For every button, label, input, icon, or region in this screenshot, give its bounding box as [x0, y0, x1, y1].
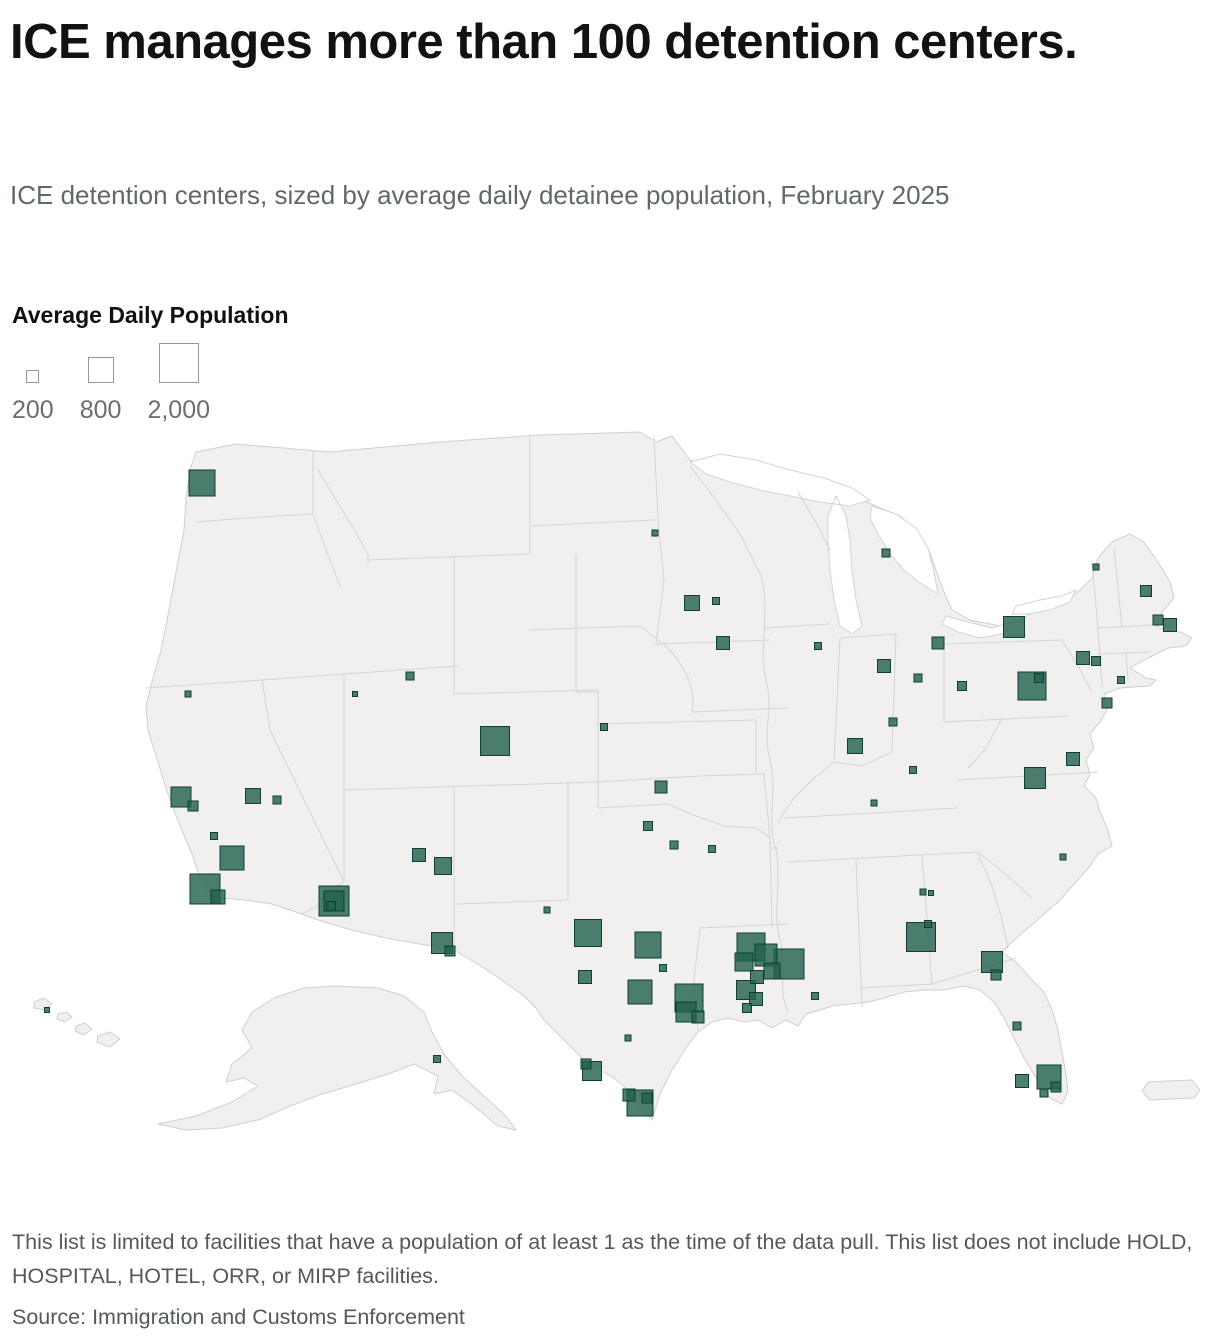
facility-marker[interactable]	[210, 832, 218, 840]
facility-marker[interactable]	[877, 659, 891, 673]
facility-marker[interactable]	[352, 691, 358, 697]
facility-marker[interactable]	[654, 780, 668, 794]
facility-marker[interactable]	[1091, 656, 1101, 666]
facility-marker[interactable]	[1015, 1074, 1029, 1088]
great-lakes	[689, 453, 1077, 639]
facility-marker[interactable]	[1092, 563, 1100, 571]
facility-marker[interactable]	[622, 1088, 636, 1102]
facility-marker[interactable]	[981, 951, 1003, 973]
legend-title: Average Daily Population	[12, 302, 289, 328]
facility-marker[interactable]	[919, 888, 927, 896]
facility-marker[interactable]	[957, 681, 967, 691]
facility-marker[interactable]	[990, 969, 1002, 981]
facility-marker[interactable]	[651, 529, 659, 537]
facility-marker[interactable]	[245, 788, 261, 804]
facility-marker[interactable]	[716, 636, 730, 650]
facility-marker[interactable]	[434, 857, 452, 875]
facility-marker[interactable]	[1024, 767, 1046, 789]
facility-marker[interactable]	[669, 840, 679, 850]
facility-marker[interactable]	[1163, 618, 1177, 632]
facility-marker[interactable]	[924, 920, 932, 928]
facility-marker[interactable]	[814, 642, 822, 650]
facility-marker[interactable]	[627, 979, 653, 1005]
facility-marker[interactable]	[888, 717, 898, 727]
facility-marker[interactable]	[574, 919, 602, 947]
facility-marker[interactable]	[44, 1007, 50, 1013]
legend-item-2000: 2,000	[147, 339, 210, 425]
facility-marker[interactable]	[543, 906, 551, 914]
legend-label-large: 2,000	[147, 396, 210, 424]
facility-marker[interactable]	[187, 800, 199, 812]
facility-marker[interactable]	[750, 970, 764, 984]
footer-note: This list is limited to facilities that …	[12, 1230, 1193, 1288]
facility-marker[interactable]	[742, 1003, 752, 1013]
facility-marker[interactable]	[913, 673, 923, 683]
facility-markers	[44, 469, 1177, 1117]
facility-marker[interactable]	[811, 992, 819, 1000]
facility-marker[interactable]	[433, 1055, 441, 1063]
facility-marker[interactable]	[1003, 616, 1025, 638]
facility-marker[interactable]	[170, 786, 192, 808]
facility-marker[interactable]	[931, 636, 945, 650]
facility-marker[interactable]	[1101, 697, 1113, 709]
facility-marker[interactable]	[1076, 651, 1090, 665]
legend-label-medium: 800	[79, 396, 122, 424]
facility-marker[interactable]	[847, 738, 863, 754]
facility-marker[interactable]	[405, 671, 415, 681]
page-title: ICE manages more than 100 detention cent…	[10, 15, 1078, 69]
legend-item-800: 800	[79, 339, 122, 425]
facility-marker[interactable]	[684, 595, 700, 611]
legend-row: 200 800 2,000	[12, 339, 289, 425]
legend-item-200: 200	[12, 339, 54, 425]
facility-marker[interactable]	[870, 799, 878, 807]
legend-box-small	[26, 370, 40, 383]
source-line: Source: Immigration and Customs Enforcem…	[12, 1305, 465, 1330]
facility-marker[interactable]	[763, 962, 781, 980]
facility-marker[interactable]	[1050, 1081, 1062, 1093]
us-map	[33, 431, 1201, 1131]
facility-marker[interactable]	[1066, 752, 1080, 766]
facility-marker[interactable]	[1059, 853, 1067, 861]
facility-marker[interactable]	[1152, 614, 1164, 626]
facility-marker[interactable]	[643, 821, 653, 831]
facility-marker[interactable]	[412, 848, 426, 862]
facility-marker[interactable]	[708, 845, 716, 853]
facility-marker[interactable]	[1039, 1088, 1049, 1098]
facility-marker[interactable]	[712, 597, 720, 605]
facility-marker[interactable]	[691, 1010, 705, 1024]
facility-marker[interactable]	[624, 1034, 632, 1042]
legend-label-small: 200	[12, 396, 54, 424]
facility-marker[interactable]	[634, 931, 662, 959]
facility-marker[interactable]	[659, 964, 667, 972]
facility-marker[interactable]	[749, 992, 763, 1006]
facility-marker[interactable]	[1140, 585, 1152, 597]
facility-marker[interactable]	[1012, 1021, 1022, 1031]
facility-marker[interactable]	[184, 690, 192, 698]
facility-marker[interactable]	[219, 845, 245, 871]
facility-marker[interactable]	[1034, 673, 1044, 683]
facility-marker[interactable]	[881, 548, 891, 558]
facility-marker[interactable]	[578, 970, 592, 984]
legend-box-large	[158, 343, 199, 383]
facility-marker[interactable]	[210, 889, 226, 905]
facility-marker[interactable]	[444, 945, 456, 957]
us-map-container	[0, 430, 1220, 1140]
facility-marker[interactable]	[600, 723, 608, 731]
facility-marker[interactable]	[580, 1058, 592, 1070]
facility-marker[interactable]	[641, 1092, 653, 1104]
facility-marker[interactable]	[928, 890, 934, 896]
size-legend: Average Daily Population 200 800 2,000	[12, 302, 289, 425]
facility-marker[interactable]	[188, 469, 216, 497]
facility-marker[interactable]	[272, 795, 282, 805]
facility-marker[interactable]	[734, 952, 754, 972]
facility-marker[interactable]	[480, 726, 510, 756]
facility-marker[interactable]	[1117, 676, 1125, 684]
facility-marker[interactable]	[326, 901, 336, 911]
chart-subtitle: ICE detention centers, sized by average …	[10, 180, 950, 210]
facility-marker[interactable]	[909, 766, 917, 774]
footer: This list is limited to facilities that …	[12, 1226, 1208, 1335]
legend-box-medium	[87, 357, 114, 383]
